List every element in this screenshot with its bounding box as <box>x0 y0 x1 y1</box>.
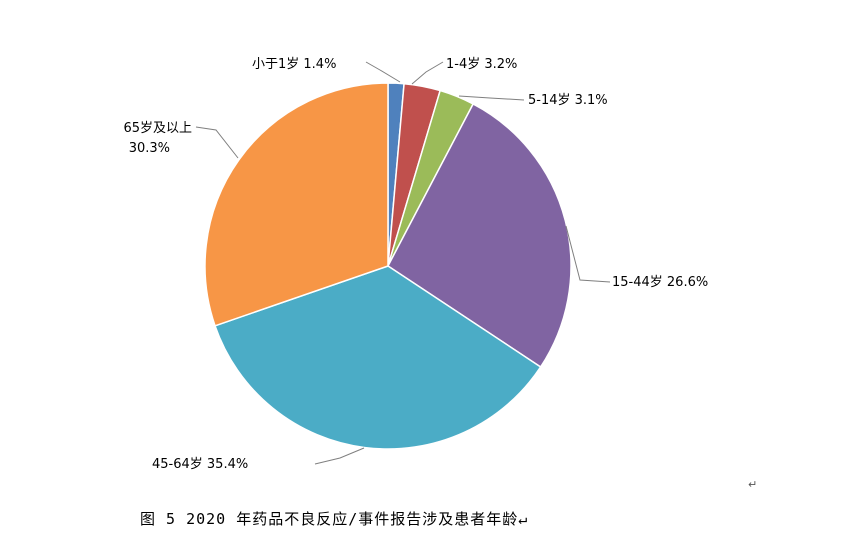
figure-caption: 图 5 2020 年药品不良反应/事件报告涉及患者年龄↵ <box>140 510 529 528</box>
leader-line-2 <box>458 95 525 101</box>
leader-line-5 <box>195 126 239 159</box>
slice-label-2: 5-14岁 3.1% <box>528 93 608 108</box>
slice-label-4: 45-64岁 35.4% <box>152 457 248 472</box>
slice-label-5-line-1: 30.3% <box>129 141 170 156</box>
slice-label-5-line-0: 65岁及以上 <box>123 121 192 136</box>
leader-line-1 <box>411 61 444 85</box>
pie-slice-3 <box>387 102 572 368</box>
leader-line-4 <box>314 447 365 465</box>
slice-label-1: 1-4岁 3.2% <box>446 57 517 72</box>
leader-line-0 <box>365 61 401 83</box>
slice-label-0: 小于1岁 1.4% <box>252 57 336 72</box>
leader-line-3 <box>565 225 611 283</box>
pie-slices <box>204 82 572 450</box>
slice-labels: 小于1岁 1.4% 1-4岁 3.2% 5-14岁 3.1% 15-44岁 26.6%… <box>123 57 708 472</box>
slice-label-3: 15-44岁 26.6% <box>612 275 708 290</box>
leader-lines <box>195 61 611 465</box>
paragraph-mark: ↵ <box>748 478 758 491</box>
pie-slice-4 <box>214 265 542 450</box>
pie-slice-5 <box>204 82 389 327</box>
